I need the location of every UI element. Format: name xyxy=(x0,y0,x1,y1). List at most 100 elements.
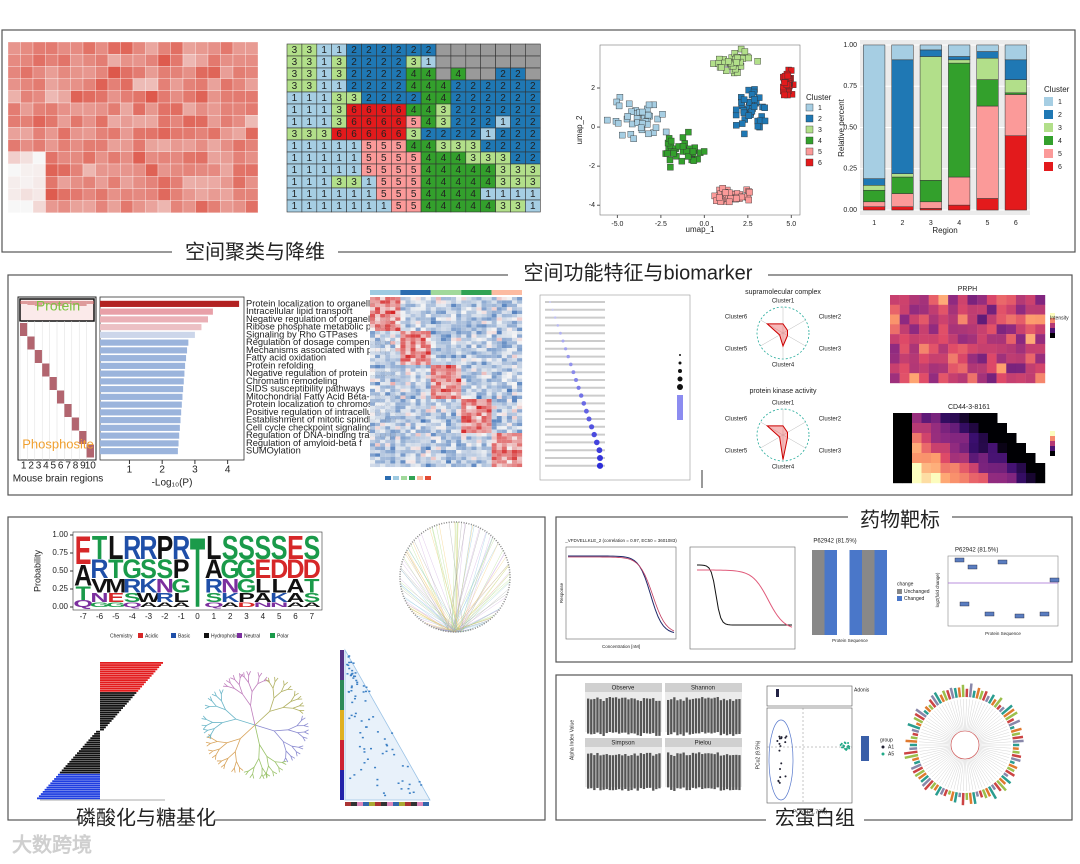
heatmap-cell xyxy=(446,365,452,369)
chord xyxy=(454,556,507,633)
heatmap-cell xyxy=(145,188,159,201)
heatmap-cell xyxy=(400,412,406,417)
scatter-point xyxy=(645,101,653,109)
heatmap-cell xyxy=(471,348,477,352)
tree-branch xyxy=(297,731,305,733)
heatmap-cell xyxy=(461,300,467,304)
ring-bar xyxy=(924,705,932,713)
heatmap-cell xyxy=(466,399,472,403)
heatmap-cell xyxy=(486,385,492,389)
annotation-bar xyxy=(430,290,462,295)
heatmap-cell xyxy=(370,371,376,376)
section-frame xyxy=(555,516,1073,663)
heatmap-cell xyxy=(220,115,234,128)
chord xyxy=(451,521,456,632)
heatmap-cell xyxy=(451,385,457,389)
map-cell xyxy=(978,463,989,474)
grid-cell-label: 1 xyxy=(530,201,536,212)
heatmap-cell xyxy=(486,422,492,427)
scatter-point xyxy=(788,67,795,74)
heatmap-cell xyxy=(481,334,487,338)
tree-branch xyxy=(211,754,217,759)
heatmap-cell xyxy=(476,446,482,451)
color-legend xyxy=(1050,313,1055,318)
y-tick-label: 1.00 xyxy=(843,42,857,49)
tree-branch xyxy=(258,758,263,768)
heatmap-cell xyxy=(375,436,381,440)
heatmap-cell xyxy=(511,351,518,355)
heatmap-cell xyxy=(415,344,421,349)
heatmap-cell xyxy=(476,456,482,461)
heatmap-cell xyxy=(471,334,477,338)
grid-cell-label: 1 xyxy=(292,141,298,152)
heatmap-cell xyxy=(506,351,512,355)
map-cell xyxy=(977,334,988,345)
heatmap-cell xyxy=(491,405,497,410)
heatmap-cell xyxy=(370,317,376,321)
heatmap-cell xyxy=(79,431,87,444)
heatmap-cell xyxy=(517,409,523,413)
heatmap-cell xyxy=(390,456,396,461)
map-cell xyxy=(1007,423,1017,434)
bar-label: Intracellular lipid transport xyxy=(246,306,353,316)
heatmap-cell xyxy=(471,399,477,403)
heatmap-cell xyxy=(362,691,365,693)
heatmap-cell xyxy=(420,368,426,372)
heatmap-cell xyxy=(45,139,59,152)
logo-letter: S xyxy=(271,530,288,567)
heatmap-cell xyxy=(376,731,379,733)
grid-cell-label: 1 xyxy=(321,165,327,176)
box xyxy=(984,611,995,617)
chord xyxy=(452,593,508,633)
heatmap-cell xyxy=(491,303,497,308)
heatmap-cell xyxy=(440,429,447,434)
bar-label: SUMOylation xyxy=(246,446,301,456)
heatmap-cell xyxy=(380,463,386,468)
scatter-point xyxy=(778,735,781,738)
heatmap-cell xyxy=(415,314,421,318)
heatmap-cell xyxy=(476,395,482,400)
legend-label: Hydrophobic xyxy=(211,633,240,639)
heatmap-cell xyxy=(496,310,502,315)
grid-cell-label: 5 xyxy=(411,153,417,164)
tree-branch xyxy=(301,717,306,721)
map-cell xyxy=(967,363,978,374)
map-cell xyxy=(1015,363,1026,374)
heatmap-cell xyxy=(415,327,421,332)
heatmap-cell xyxy=(430,314,436,318)
heatmap-cell xyxy=(207,163,221,177)
bar xyxy=(100,679,148,681)
heatmap-cell xyxy=(220,200,234,213)
heatmap-cell xyxy=(496,368,502,372)
heatmap-cell xyxy=(486,320,492,325)
tree-branch xyxy=(968,700,977,732)
heatmap-cell xyxy=(390,402,396,406)
bar xyxy=(605,698,608,734)
logo-letter: A xyxy=(156,601,174,609)
tree-branch xyxy=(208,749,213,752)
heatmap-cell xyxy=(435,439,442,444)
grid-cell-label: 4 xyxy=(411,69,417,80)
heatmap-cell xyxy=(496,303,502,308)
grid-cell-label: 4 xyxy=(456,177,462,188)
heatmap-cell xyxy=(385,463,391,468)
tree-branch xyxy=(283,707,293,709)
heatmap-cell xyxy=(461,426,467,430)
map-cell xyxy=(919,324,929,335)
heatmap-cell xyxy=(435,402,442,406)
heatmap-cell xyxy=(20,163,34,177)
tree-branch xyxy=(274,761,282,763)
logo-letter: G xyxy=(237,556,257,585)
heatmap-cell xyxy=(481,354,487,359)
heatmap-cell xyxy=(120,66,134,79)
heatmap-cell xyxy=(49,301,57,305)
logo-letter: T xyxy=(304,575,320,597)
heatmap-cell xyxy=(425,460,431,464)
heatmap-cell xyxy=(380,395,386,400)
heatmap-cell xyxy=(496,358,502,362)
heatmap-cell xyxy=(511,344,518,349)
heatmap-cell xyxy=(430,419,436,423)
heatmap-cell xyxy=(71,417,80,431)
heatmap-cell xyxy=(481,303,487,308)
ring-bar xyxy=(1006,766,1015,773)
